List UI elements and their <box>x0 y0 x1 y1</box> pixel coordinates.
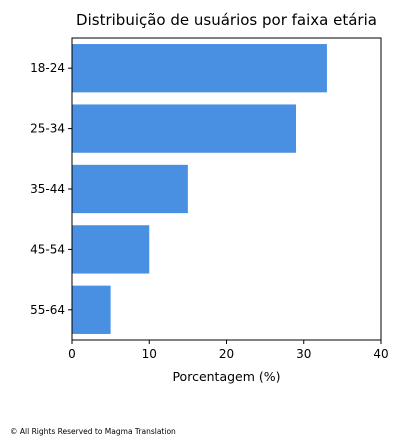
bars-layer <box>72 44 327 334</box>
chart-title: Distribuição de usuários por faixa etári… <box>76 11 377 29</box>
x-axis-label: Porcentagem (%) <box>172 369 280 384</box>
x-tick-label: 30 <box>296 347 311 361</box>
copyright-footer: © All Rights Reserved to Magma Translati… <box>10 427 176 436</box>
x-tick-label: 0 <box>68 347 76 361</box>
x-tick-label: 20 <box>219 347 234 361</box>
bar-35-44 <box>72 164 188 214</box>
bar-18-24 <box>72 44 327 93</box>
y-tick-label: 55-64 <box>30 303 65 317</box>
x-axis: 0 10 20 30 40 <box>68 340 389 361</box>
y-tick-label: 18-24 <box>30 61 65 75</box>
bar-55-64 <box>72 285 111 334</box>
y-axis: 18-24 25-34 35-44 45-54 55-64 <box>30 61 72 317</box>
bar-25-34 <box>72 104 297 153</box>
y-tick-label: 35-44 <box>30 182 65 196</box>
x-tick-label: 40 <box>373 347 388 361</box>
y-tick-label: 45-54 <box>30 242 65 256</box>
x-tick-label: 10 <box>142 347 157 361</box>
y-tick-label: 25-34 <box>30 122 65 136</box>
bar-45-54 <box>72 225 150 274</box>
